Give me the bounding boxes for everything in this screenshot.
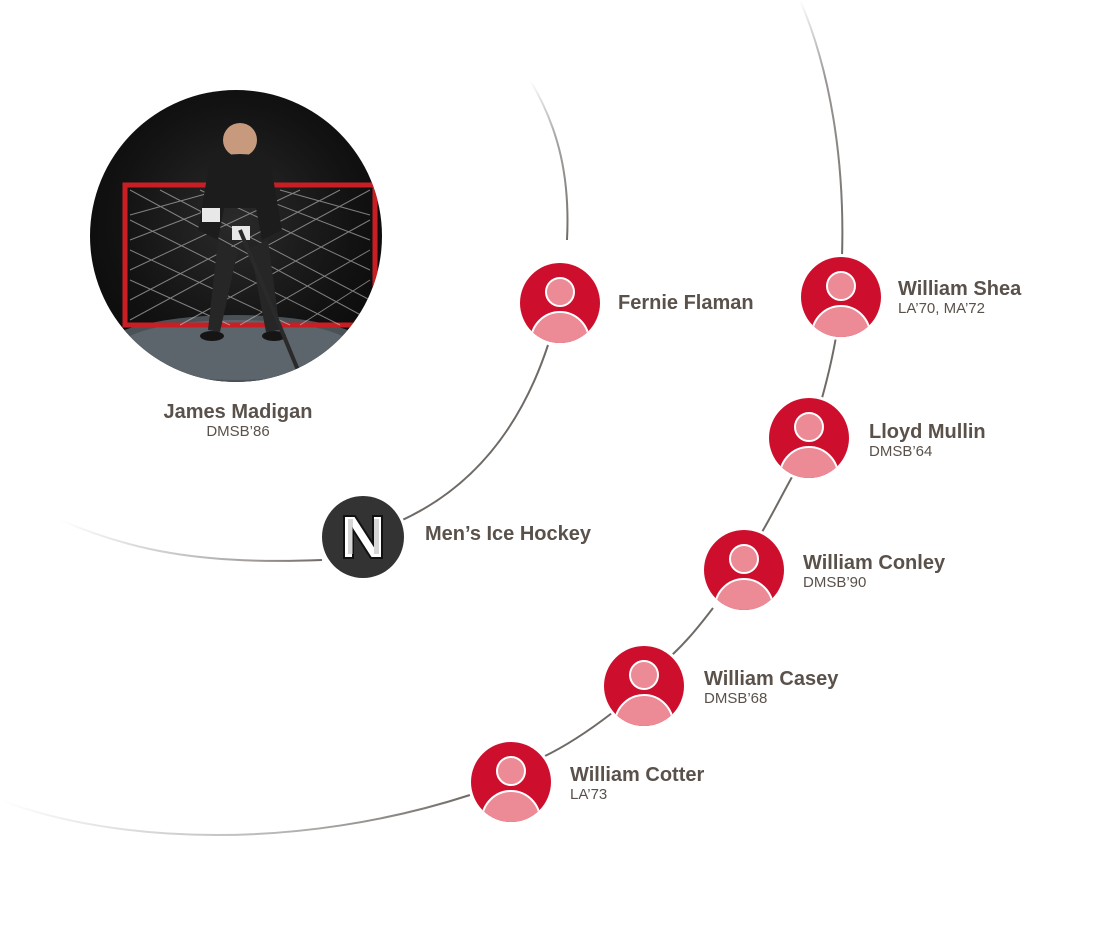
person-class-year: DMSB’90 [803,574,867,591]
person-silhouette-icon [801,257,881,337]
person-silhouette-icon [769,398,849,478]
block-letter-n-logo-icon [343,515,383,559]
person-label-outer-1: Lloyd Mullin DMSB’64 [869,421,986,461]
person-class-year: DMSB’64 [869,443,933,460]
person-node-outer-0[interactable] [801,257,881,337]
person-silhouette-icon [604,646,684,726]
person-node-outer-1[interactable] [769,398,849,478]
person-silhouette-icon [704,530,784,610]
person-name: Lloyd Mullin [869,421,986,443]
inner-ring-lower [397,344,549,523]
person-label-outer-0: William Shea LA’70, MA’72 [898,278,1021,318]
person-name: William Cotter [570,764,705,786]
outer-ring-seg2 [761,476,793,533]
person-class-year: LA’73 [570,786,608,803]
person-name: William Conley [803,552,946,574]
inner-ring-left [59,519,323,562]
person-label-outer-2: William Conley DMSB’90 [803,552,945,592]
person-node-inner-0[interactable] [520,263,600,343]
outer-ring-seg3 [671,607,714,656]
center-person-name: James Madigan [163,401,313,423]
center-person-class-year: DMSB’86 [206,423,270,440]
person-label-inner-0: Fernie Flaman [618,292,754,314]
inner-ring-upper [529,79,569,241]
outer-ring-seg4 [542,712,613,758]
center-person-label: James Madigan DMSB’86 [153,401,323,441]
person-silhouette-icon [471,742,551,822]
player-photo [90,90,382,382]
team-label: Men’s Ice Hockey [425,523,591,545]
hockey-goalie-photo-icon [90,123,382,382]
person-label-outer-3: William Casey DMSB’68 [704,668,838,708]
team-badge[interactable] [322,496,404,578]
outer-ring-seg1 [821,336,837,399]
person-name: Fernie Flaman [618,292,754,314]
outer-ring-bottom [0,794,471,836]
team-name: Men’s Ice Hockey [425,523,592,545]
outer-ring-top [799,0,844,258]
person-name: William Casey [704,668,839,690]
person-class-year: DMSB’68 [704,690,768,707]
person-node-outer-3[interactable] [604,646,684,726]
person-class-year: LA’70, MA’72 [898,300,985,317]
person-label-outer-4: William Cotter LA’73 [570,764,704,804]
person-name: William Shea [898,278,1022,300]
person-silhouette-icon [520,263,600,343]
person-node-outer-2[interactable] [704,530,784,610]
person-node-outer-4[interactable] [471,742,551,822]
